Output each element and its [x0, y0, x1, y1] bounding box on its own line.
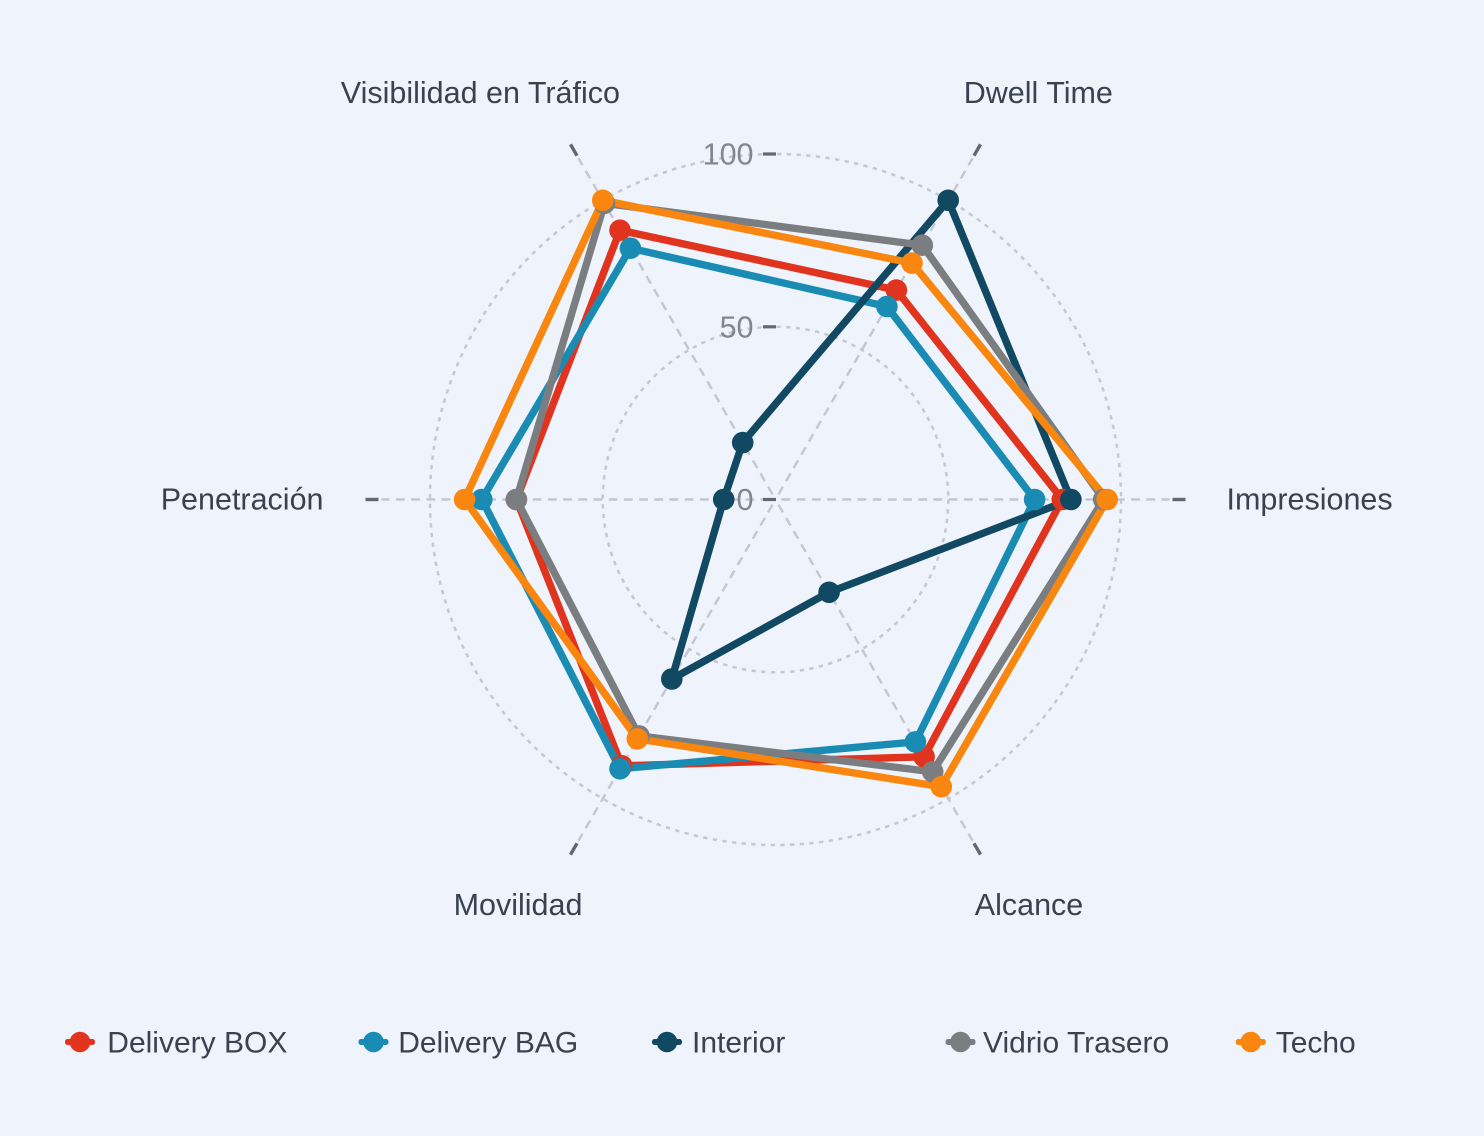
svg-text:Vidrio Trasero: Vidrio Trasero: [983, 1027, 1169, 1060]
svg-text:Dwell Time: Dwell Time: [964, 76, 1113, 110]
svg-text:Impresiones: Impresiones: [1227, 483, 1393, 517]
svg-text:Visibilidad en Tráfico: Visibilidad en Tráfico: [341, 76, 620, 110]
svg-text:Techo: Techo: [1276, 1027, 1356, 1060]
svg-text:0: 0: [737, 483, 754, 517]
svg-text:Alcance: Alcance: [975, 888, 1084, 922]
svg-text:100: 100: [703, 138, 754, 172]
svg-text:Movilidad: Movilidad: [454, 888, 583, 922]
svg-text:Interior: Interior: [692, 1027, 785, 1060]
svg-text:Delivery BAG: Delivery BAG: [398, 1027, 578, 1060]
svg-text:50: 50: [720, 310, 754, 344]
svg-text:Delivery BOX: Delivery BOX: [107, 1027, 287, 1060]
svg-text:Penetración: Penetración: [161, 483, 324, 517]
